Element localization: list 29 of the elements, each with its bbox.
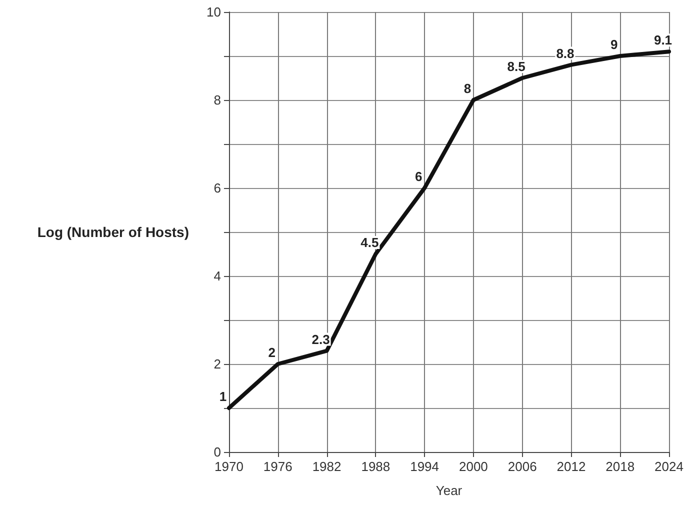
y-tick-label: 6 [214,180,221,196]
data-label: 9.1 [654,32,672,48]
x-tick-label: 2012 [556,459,586,474]
data-label: 8.8 [556,46,574,61]
data-label: 1 [219,389,227,404]
y-tick-label: 8 [214,92,221,108]
x-tick-label: 1994 [410,459,440,474]
x-tick-label: 1976 [263,459,292,474]
data-label: 2 [268,345,276,360]
data-label: 2.3 [312,332,330,347]
x-tick-label: 1982 [312,459,342,474]
y-tick-label: 4 [214,268,221,284]
x-tick-label: 1988 [361,459,390,474]
data-label: 4.5 [360,235,379,250]
data-label: 8 [464,81,472,96]
data-label: 6 [414,169,422,184]
x-tick-label: 2018 [606,459,635,474]
x-tick-label: 2006 [508,459,537,474]
x-tick-label: 2024 [654,459,684,474]
x-axis-title: Year [436,483,463,498]
line-series [227,50,671,410]
x-tick-label: 2000 [458,459,488,474]
y-axis-title: Log (Number of Hosts) [37,224,189,240]
data-label: 8.5 [507,59,526,74]
x-tick-label: 1970 [214,459,244,474]
y-tick-label: 0 [214,444,221,460]
data-label: 9 [610,37,618,52]
y-tick-label: 10 [206,4,221,20]
y-tick-label: 2 [214,356,221,372]
